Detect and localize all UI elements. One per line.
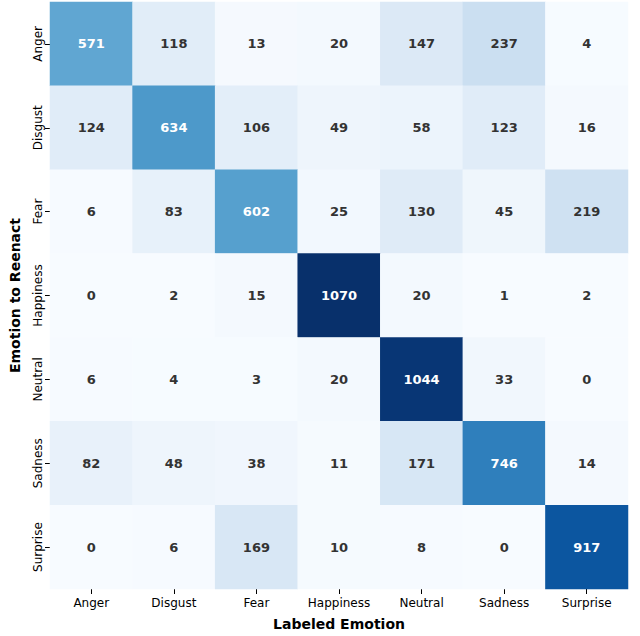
svg-text:Fear: Fear <box>243 596 269 610</box>
svg-text:Sadness: Sadness <box>479 596 529 610</box>
svg-text:8: 8 <box>417 540 426 555</box>
svg-text:130: 130 <box>408 204 435 219</box>
svg-text:45: 45 <box>495 204 513 219</box>
svg-text:0: 0 <box>500 540 509 555</box>
svg-text:49: 49 <box>330 120 348 135</box>
svg-text:106: 106 <box>243 120 270 135</box>
svg-text:Anger: Anger <box>73 596 109 610</box>
svg-text:20: 20 <box>413 288 431 303</box>
svg-text:2: 2 <box>582 288 591 303</box>
svg-text:169: 169 <box>243 540 270 555</box>
svg-text:Anger: Anger <box>31 26 45 62</box>
svg-text:124: 124 <box>78 120 105 135</box>
svg-text:Surprise: Surprise <box>31 522 45 572</box>
svg-text:3: 3 <box>252 372 261 387</box>
svg-text:6: 6 <box>87 204 96 219</box>
svg-text:0: 0 <box>87 540 96 555</box>
svg-text:20: 20 <box>330 372 348 387</box>
svg-text:917: 917 <box>573 540 600 555</box>
svg-text:2: 2 <box>169 288 178 303</box>
svg-text:33: 33 <box>495 372 513 387</box>
svg-text:123: 123 <box>491 120 518 135</box>
svg-text:13: 13 <box>247 36 265 51</box>
svg-text:14: 14 <box>578 456 596 471</box>
svg-text:171: 171 <box>408 456 435 471</box>
svg-text:4: 4 <box>582 36 591 51</box>
svg-text:Emotion to Reenact: Emotion to Reenact <box>7 218 23 373</box>
svg-text:147: 147 <box>408 36 435 51</box>
svg-text:83: 83 <box>165 204 183 219</box>
svg-text:634: 634 <box>160 120 187 135</box>
svg-text:38: 38 <box>247 456 265 471</box>
svg-text:25: 25 <box>330 204 348 219</box>
svg-text:571: 571 <box>78 36 105 51</box>
svg-text:11: 11 <box>330 456 348 471</box>
svg-text:118: 118 <box>160 36 187 51</box>
svg-text:Labeled Emotion: Labeled Emotion <box>273 616 405 632</box>
svg-text:219: 219 <box>573 204 600 219</box>
svg-text:Neutral: Neutral <box>31 357 45 401</box>
svg-text:Disgust: Disgust <box>31 105 45 150</box>
svg-text:10: 10 <box>330 540 348 555</box>
svg-text:Surprise: Surprise <box>562 596 612 610</box>
svg-text:746: 746 <box>491 456 518 471</box>
svg-text:1: 1 <box>500 288 509 303</box>
svg-text:Happiness: Happiness <box>308 596 370 610</box>
svg-text:1044: 1044 <box>403 372 439 387</box>
svg-text:0: 0 <box>87 288 96 303</box>
svg-text:1070: 1070 <box>321 288 357 303</box>
svg-text:6: 6 <box>87 372 96 387</box>
svg-text:16: 16 <box>578 120 596 135</box>
svg-text:48: 48 <box>165 456 183 471</box>
svg-text:82: 82 <box>82 456 100 471</box>
svg-text:Disgust: Disgust <box>151 596 196 610</box>
svg-text:Sadness: Sadness <box>31 438 45 488</box>
svg-text:0: 0 <box>582 372 591 387</box>
svg-text:Neutral: Neutral <box>399 596 443 610</box>
svg-text:Happiness: Happiness <box>31 264 45 326</box>
svg-text:602: 602 <box>243 204 270 219</box>
svg-text:6: 6 <box>169 540 178 555</box>
svg-text:Fear: Fear <box>31 199 45 225</box>
svg-text:237: 237 <box>491 36 518 51</box>
svg-text:4: 4 <box>169 372 178 387</box>
svg-text:15: 15 <box>247 288 265 303</box>
svg-text:58: 58 <box>413 120 431 135</box>
svg-text:20: 20 <box>330 36 348 51</box>
